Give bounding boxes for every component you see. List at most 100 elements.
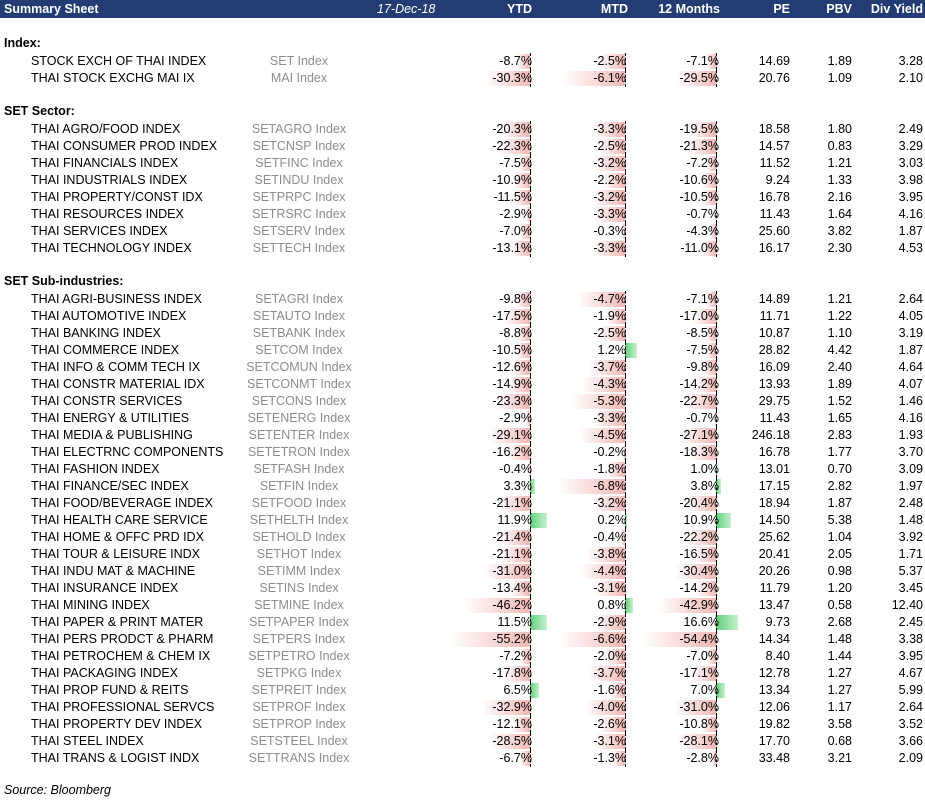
m12-bar xyxy=(715,207,716,222)
ytd-value: 11.5% xyxy=(497,615,532,629)
mtd-value: -3.1% xyxy=(593,581,626,595)
index-name: THAI PROFESSIONAL SERVCS xyxy=(31,700,215,714)
pe-value: 11.71 xyxy=(759,309,790,323)
mtd-bar xyxy=(622,224,625,239)
div-yield-value: 1.48 xyxy=(898,513,923,527)
div-yield-value: 2.64 xyxy=(898,700,923,714)
index-name: THAI CONSTR SERVICES xyxy=(31,394,183,408)
section-title: SET Sub-industries: xyxy=(4,274,124,288)
ticker: SETFINC Index xyxy=(255,156,343,170)
mtd-axis xyxy=(625,427,626,444)
m12-value: -2.8% xyxy=(686,751,719,765)
pbv-value: 0.70 xyxy=(827,462,852,476)
m12-cell: -8.5% xyxy=(0,325,925,342)
m12-value: -11.0% xyxy=(680,241,719,255)
ytd-bar xyxy=(517,326,530,341)
div-yield-value: 2.64 xyxy=(898,292,923,306)
ytd-value: 11.9% xyxy=(497,513,532,527)
mtd-value: -3.8% xyxy=(593,547,626,561)
m12-cell: -7.2% xyxy=(0,155,925,172)
ticker: SETPETRO Index xyxy=(248,649,350,663)
mtd-bar xyxy=(607,462,625,477)
ytd-bar xyxy=(496,394,530,409)
mtd-value: -0.4% xyxy=(593,530,626,544)
mtd-bar xyxy=(587,547,625,562)
m12-cell: -22.7% xyxy=(0,393,925,410)
div-yield-value: 3.92 xyxy=(898,530,923,544)
div-yield-value: 3.28 xyxy=(898,54,923,68)
ticker: SETHOT Index xyxy=(256,547,342,561)
col-header-12m: 12 Months xyxy=(658,2,720,16)
ytd-bar xyxy=(514,173,530,188)
pe-value: 14.89 xyxy=(758,292,790,306)
mtd-axis xyxy=(625,682,626,699)
m12-axis xyxy=(716,155,717,172)
ytd-axis xyxy=(530,155,531,172)
m12-bar xyxy=(692,666,716,681)
pe-value: 9.73 xyxy=(765,615,790,629)
div-yield-value: 2.49 xyxy=(898,122,923,136)
table-row: THAI PROFESSIONAL SERVCS SETPROF Index -32… xyxy=(0,699,925,716)
ytd-axis xyxy=(530,512,531,529)
index-name: THAI STEEL INDEX xyxy=(31,734,144,748)
mtd-cell: -6.6% xyxy=(0,631,925,648)
m12-bar xyxy=(658,598,716,613)
m12-value: 3.8% xyxy=(690,479,720,493)
ytd-bar xyxy=(519,156,530,171)
ytd-value: -6.7% xyxy=(499,751,532,765)
index-name: THAI RESOURCES INDEX xyxy=(31,207,184,221)
pbv-value: 1.52 xyxy=(827,394,852,408)
mtd-axis xyxy=(625,597,626,614)
div-yield-value: 5.37 xyxy=(898,564,923,578)
ytd-axis xyxy=(530,172,531,189)
mtd-cell: -4.3% xyxy=(0,376,925,393)
ytd-value: -21.4% xyxy=(492,530,532,544)
m12-cell: -20.4% xyxy=(0,495,925,512)
mtd-cell: -1.3% xyxy=(0,750,925,767)
m12-axis xyxy=(716,308,717,325)
mtd-axis xyxy=(625,189,626,206)
m12-axis xyxy=(716,733,717,750)
ticker: SETBANK Index xyxy=(252,326,346,340)
ytd-axis xyxy=(530,308,531,325)
ytd-value: -16.2% xyxy=(492,445,532,459)
ytd-axis xyxy=(530,410,531,427)
table-row: STOCK EXCH OF THAI INDEX SET Index -8.7% -2… xyxy=(0,53,925,70)
ytd-value: 6.5% xyxy=(503,683,533,697)
pbv-value: 1.10 xyxy=(827,326,852,340)
pe-value: 16.78 xyxy=(758,190,790,204)
pe-value: 13.34 xyxy=(758,683,790,697)
m12-cell: 10.9% xyxy=(0,512,925,529)
pe-value: 11.43 xyxy=(759,411,790,425)
m12-axis xyxy=(716,478,717,495)
ytd-cell: -16.2% xyxy=(0,444,925,461)
pbv-value: 0.58 xyxy=(827,598,852,612)
mtd-value: -3.2% xyxy=(593,190,626,204)
m12-axis xyxy=(716,70,717,87)
ytd-value: 3.3% xyxy=(503,479,533,493)
div-yield-value: 2.09 xyxy=(898,751,923,765)
mtd-axis xyxy=(625,376,626,393)
ytd-bar xyxy=(486,71,530,86)
ytd-value: -11.5% xyxy=(493,190,532,204)
ticker: SETMINE Index xyxy=(254,598,344,612)
m12-bar xyxy=(691,445,716,460)
mtd-cell: -5.3% xyxy=(0,393,925,410)
index-name: THAI FINANCIALS INDEX xyxy=(31,156,179,170)
m12-cell: -4.3% xyxy=(0,223,925,240)
ytd-bar xyxy=(512,717,530,732)
m12-axis xyxy=(716,495,717,512)
mtd-axis xyxy=(625,529,626,546)
index-name: THAI TRANS & LOGIST INDX xyxy=(31,751,200,765)
ytd-bar xyxy=(498,530,530,545)
pe-value: 11.43 xyxy=(759,207,790,221)
pe-value: 25.60 xyxy=(758,224,790,238)
index-name: THAI SERVICES INDEX xyxy=(31,224,168,238)
mtd-cell: -3.3% xyxy=(0,121,925,138)
m12-bar xyxy=(704,326,716,341)
table-row: THAI PETROCHEM & CHEM IX SETPETRO Index -7… xyxy=(0,648,925,665)
pe-value: 8.40 xyxy=(765,649,790,663)
mtd-cell: -2.0% xyxy=(0,648,925,665)
mtd-cell: -3.3% xyxy=(0,206,925,223)
table-row: THAI INFO & COMM TECH IX SETCOMUN Index -1… xyxy=(0,359,925,376)
